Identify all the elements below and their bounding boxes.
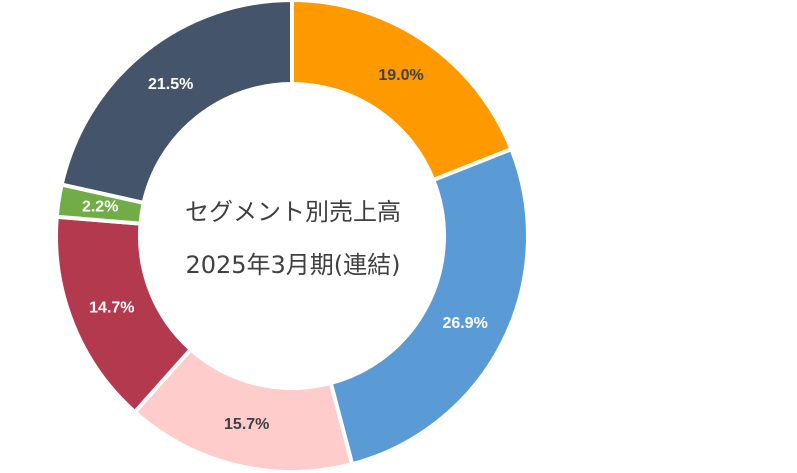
donut-slices — [54, 0, 530, 473]
donut-slice-1 — [290, 0, 515, 183]
donut-slice-6 — [59, 0, 294, 206]
donut-data-labels: 19.0% 26.9% 15.7% 14.7% 2.2% 21.5% — [82, 67, 488, 433]
data-label-1: 19.0% — [378, 67, 423, 84]
data-label-6: 21.5% — [148, 76, 193, 93]
data-label-5: 2.2% — [82, 198, 118, 215]
data-label-3: 15.7% — [224, 416, 269, 433]
data-label-2: 26.9% — [442, 315, 487, 332]
chart-title-line-2: 2025年3月期(連結) — [185, 251, 400, 279]
chart-title-line-1: セグメント別売上高 — [185, 198, 401, 226]
donut-slice-2 — [328, 146, 530, 467]
data-label-4: 14.7% — [89, 299, 134, 316]
